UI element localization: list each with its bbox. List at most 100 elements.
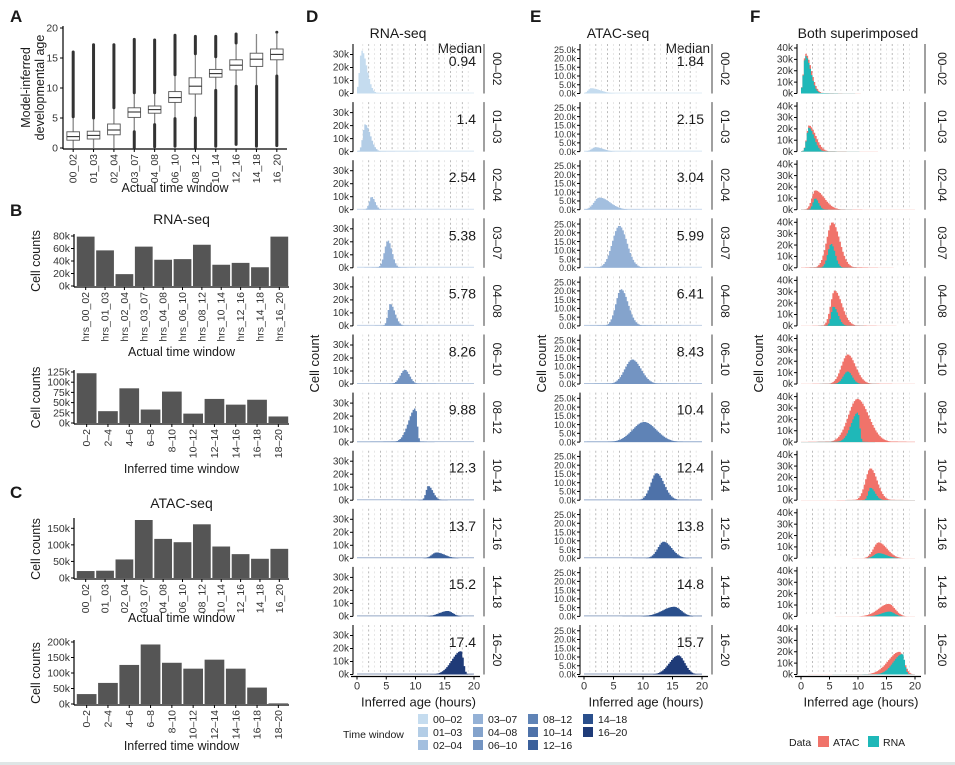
y-tick-label: 0k: [59, 281, 71, 293]
legend-swatch: [418, 740, 428, 750]
y-tick-label: 5.0k: [559, 603, 577, 613]
y-tick-label: 20k: [333, 353, 350, 364]
panel-letter-f: F: [750, 7, 760, 26]
legend-title: Data: [789, 737, 811, 749]
x-tick-label: 00_02: [80, 584, 92, 613]
x-tick-label: 00_02: [68, 154, 80, 183]
legend-swatch: [418, 714, 428, 724]
y-tick-label: 10k: [333, 250, 350, 261]
y-tick-label: 10k: [333, 366, 350, 377]
histogram-14–18: [584, 606, 702, 617]
bar-0: [76, 571, 95, 578]
y-tick-label: 20k: [777, 531, 794, 542]
y-tick-label: 40k: [777, 159, 794, 170]
rna-histogram: [801, 654, 915, 675]
chart-title: RNA-seq: [370, 25, 427, 41]
y-tick-label: 10k: [777, 484, 794, 495]
y-tick-label: 20k: [777, 589, 794, 600]
bar-4: [162, 662, 182, 704]
y-tick-label: 30k: [333, 166, 350, 177]
facet-strip-label: 04–08: [718, 284, 732, 318]
y-tick-label: 30k: [333, 456, 350, 467]
bar-5: [183, 413, 203, 423]
x-tick-label: 14–16: [230, 429, 242, 458]
y-tick-label: 15.0k: [554, 469, 577, 479]
histogram-04–08: [357, 304, 474, 326]
y-tick-label: 5.0k: [559, 138, 577, 148]
facet-strip-label: 06–10: [490, 343, 504, 377]
rna-histogram: [801, 306, 915, 326]
bar-6: [192, 524, 211, 578]
legend-swatch: [583, 727, 593, 737]
y-tick-label: 0k: [782, 379, 794, 390]
y-tick-label: 20k: [333, 295, 350, 306]
legend-label: ATAC: [833, 737, 860, 749]
atac-histogram: [801, 190, 915, 210]
median-value: 13.7: [449, 518, 476, 534]
median-value: 0.94: [449, 53, 476, 69]
y-tick-label: 0.0k: [559, 205, 577, 215]
x-tick-label: hrs_10_14: [216, 292, 228, 342]
median-value: 12.3: [449, 460, 476, 476]
median-value: 5.99: [677, 227, 704, 243]
x-tick-label: hrs_12_16: [235, 292, 247, 342]
panel-letter-e: E: [530, 7, 541, 26]
atac-histogram: [801, 603, 915, 617]
y-axis-title: Cell count: [307, 334, 322, 392]
y-tick-label: 0k: [782, 147, 794, 158]
y-tick-label: 40k: [777, 101, 794, 112]
x-axis-title: Inferred time window: [124, 739, 240, 753]
y-tick-label: 10k: [333, 541, 350, 552]
x-axis-title: Inferred age (hours): [361, 695, 476, 710]
y-tick-label: 0k: [338, 89, 350, 100]
y-tick-label: 40k: [777, 334, 794, 345]
bar-5: [173, 542, 192, 578]
legend-swatch: [528, 740, 538, 750]
y-tick-label: 0.0k: [559, 554, 577, 564]
y-tick-label: 10.0k: [554, 246, 577, 256]
histogram-02–04: [584, 197, 702, 210]
y-tick-label: 0k: [338, 205, 350, 216]
facet-strip-label: 03–07: [490, 226, 504, 260]
median-value: 6.41: [677, 285, 704, 301]
y-tick-label: 10k: [333, 599, 350, 610]
x-tick-label: 8–10: [166, 710, 178, 734]
median-value: 13.8: [677, 518, 704, 534]
y-tick-label: 10k: [333, 192, 350, 203]
bar-6: [204, 398, 225, 423]
facet-strip-label: 01–03: [935, 110, 949, 144]
y-tick-label: 20: [46, 23, 58, 35]
y-tick-label: 0k: [59, 699, 71, 711]
legend-label: 02–04: [433, 740, 462, 752]
y-tick-label: 150k: [47, 652, 71, 664]
y-tick-label: 40k: [777, 218, 794, 229]
y-tick-label: 30k: [777, 577, 794, 588]
y-tick-label: 20k: [333, 644, 350, 655]
x-tick-label: 03_07: [129, 154, 141, 183]
y-tick-label: 10k: [777, 194, 794, 205]
y-tick-label: 0.0k: [559, 437, 577, 447]
legend-label: 06–10: [488, 740, 517, 752]
histogram-02–04: [357, 196, 474, 210]
y-axis-title-line: Model-inferred: [19, 47, 33, 128]
chart-title: RNA-seq: [153, 211, 210, 227]
y-tick-label: 0k: [338, 147, 350, 158]
y-tick-label: 15.0k: [554, 585, 577, 595]
x-tick-label: 16_20: [271, 154, 283, 183]
facet-strip-label: 14–18: [718, 575, 732, 609]
y-tick-label: 5.0k: [559, 370, 577, 380]
y-tick-label: 40k: [777, 43, 794, 54]
bar-9: [251, 267, 269, 286]
rna-histogram: [801, 127, 915, 152]
y-tick-label: 25.0k: [554, 161, 577, 171]
y-tick-label: 125k: [47, 367, 71, 379]
box: [66, 131, 80, 141]
y-tick-label: 0k: [782, 437, 794, 448]
y-tick-label: 0k: [338, 495, 350, 506]
